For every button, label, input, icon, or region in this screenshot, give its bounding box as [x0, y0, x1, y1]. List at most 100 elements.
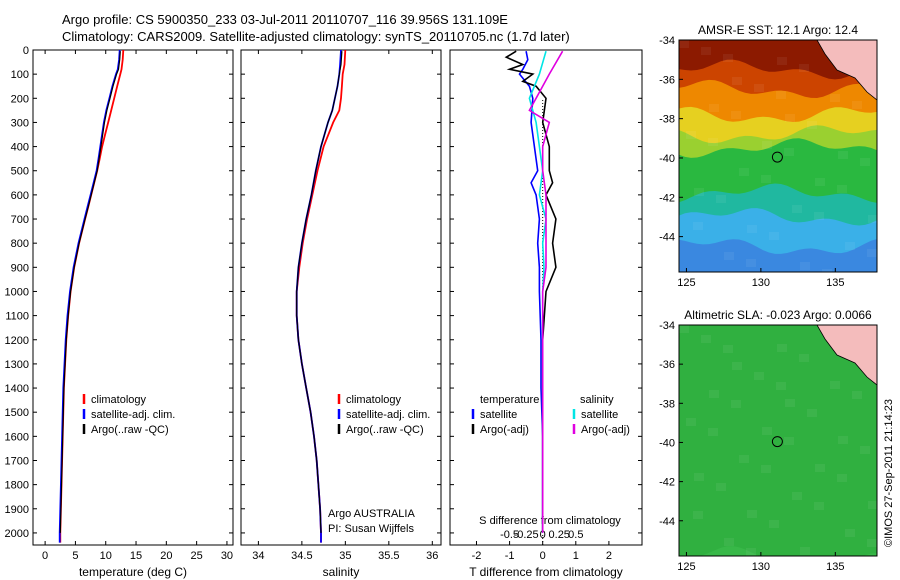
field-texture: [777, 57, 787, 65]
y-tick-label: -42: [659, 192, 675, 204]
figure-title-line1: Argo profile: CS 5900350_233 03-Jul-2011…: [62, 12, 508, 27]
y-tick-label: -36: [659, 359, 675, 371]
y-tick-label: 1100: [5, 311, 29, 323]
x-tick-label: 135: [826, 561, 844, 573]
y-tick-label: 1700: [5, 455, 29, 467]
field-texture: [747, 510, 757, 518]
y-tick-label: 600: [11, 190, 29, 202]
field-texture: [830, 94, 840, 102]
field-texture: [739, 455, 749, 463]
field-texture: [732, 77, 742, 85]
x-tick-label: 0: [42, 550, 48, 562]
y-tick-label: -40: [659, 153, 675, 165]
field-texture: [815, 464, 825, 472]
field-texture: [679, 325, 689, 333]
temperature-panel: 0 5 10 15 20 25 300100200300400500600700800900…: [5, 45, 234, 579]
plot-frame: [240, 49, 442, 546]
s-tick-label: -0.25: [514, 529, 539, 541]
y-tick-label: -36: [659, 74, 675, 86]
x-tick-label: 1: [573, 550, 579, 562]
x-tick-label: 10: [100, 550, 112, 562]
field-texture: [716, 483, 726, 491]
field-texture: [693, 222, 703, 230]
field-group: [679, 40, 877, 272]
field-texture: [693, 511, 703, 519]
field-texture: [800, 262, 810, 270]
y-tick-label: 1300: [5, 359, 29, 371]
field-texture: [814, 212, 824, 220]
figure-title-line2: Climatology: CARS2009. Satellite-adjuste…: [62, 29, 570, 44]
field-texture: [785, 399, 795, 407]
field-texture: [792, 492, 802, 500]
field-texture: [837, 474, 847, 482]
field-texture: [694, 188, 704, 196]
s-axis-label: S difference from climatology: [479, 515, 621, 527]
x-tick-label: 20: [160, 550, 172, 562]
field-texture: [746, 259, 756, 267]
x-tick-label: 34: [252, 550, 264, 562]
field-texture: [845, 242, 855, 250]
legend-label: satellite-adj. clim.: [346, 409, 430, 421]
field-texture: [807, 409, 817, 417]
y-tick-label: -44: [659, 516, 675, 528]
field-texture: [762, 427, 772, 435]
land-coastline: [816, 325, 877, 386]
field-texture: [822, 269, 832, 272]
y-tick-label: 2000: [5, 528, 29, 540]
field-texture: [701, 47, 711, 55]
field-texture: [747, 225, 757, 233]
x-tick-label: -1: [505, 550, 515, 562]
legend-label: satellite-adj. clim.: [91, 409, 175, 421]
field-texture: [860, 158, 870, 166]
x-tick-label: 125: [677, 561, 695, 573]
annotation-argo-australia: Argo AUSTRALIA: [328, 508, 415, 520]
y-tick-label: -44: [659, 232, 675, 244]
field-texture: [754, 84, 764, 92]
x-tick-label: 5: [72, 550, 78, 562]
field-texture: [708, 138, 718, 146]
field-texture: [724, 538, 734, 546]
field-texture: [814, 502, 824, 510]
field-texture: [709, 390, 719, 398]
field-texture: [815, 178, 825, 186]
field-texture: [723, 345, 733, 353]
y-tick-label: 500: [11, 166, 29, 178]
sla-map-panel: Altimetric SLA: -0.023 Argo: 0.0066 125 13…: [659, 308, 878, 573]
field-texture: [754, 372, 764, 380]
field-texture: [701, 335, 711, 343]
field-group: [679, 325, 877, 556]
field-texture: [867, 539, 877, 547]
x-tick-label: 130: [752, 277, 770, 289]
land-coastline: [816, 40, 877, 101]
legend-label: satellite: [581, 409, 618, 421]
field-texture: [709, 104, 719, 112]
y-tick-label: 300: [11, 117, 29, 129]
field-texture: [830, 381, 840, 389]
x-tick-label: -2: [472, 550, 482, 562]
legend-label: climatology: [91, 394, 147, 406]
legend-label: satellite: [480, 409, 517, 421]
x-tick-label: 2: [606, 550, 612, 562]
field-texture: [799, 354, 809, 362]
field-texture: [762, 141, 772, 149]
field-texture: [694, 473, 704, 481]
y-tick-label: 0: [23, 45, 29, 57]
field-texture: [776, 91, 786, 99]
x-axis-label: salinity: [323, 565, 360, 579]
field-texture: [777, 344, 787, 352]
field-texture: [776, 382, 786, 390]
field-texture: [708, 428, 718, 436]
map-frame: [678, 324, 878, 557]
y-tick-label: 100: [11, 69, 29, 81]
field-texture: [731, 400, 741, 408]
argo-location-marker: [771, 151, 783, 163]
s-tick-label: 0.25: [549, 529, 570, 541]
x-tick-label: 130: [752, 561, 770, 573]
field-texture: [732, 362, 742, 370]
legend-heading-salinity: salinity: [580, 394, 614, 406]
field-texture: [838, 436, 848, 444]
y-tick-label: 400: [11, 142, 29, 154]
argo-location-marker: [771, 436, 783, 448]
field-texture: [769, 520, 779, 528]
